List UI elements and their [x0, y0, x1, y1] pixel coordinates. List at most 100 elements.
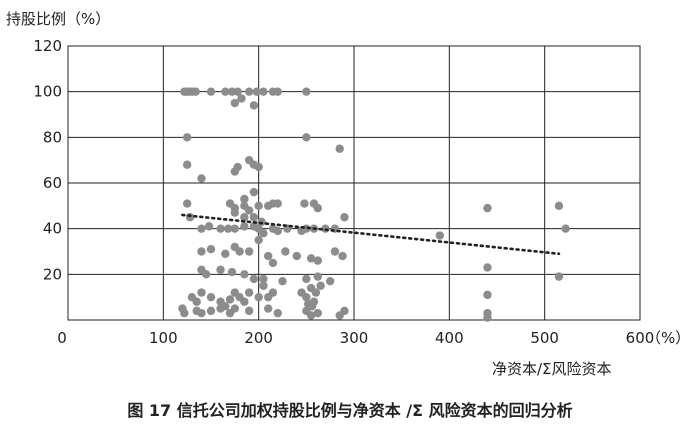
data-point: [259, 281, 268, 290]
x-tick-label: 300: [340, 329, 369, 347]
data-points: [178, 87, 570, 322]
data-point: [244, 306, 254, 316]
data-point: [302, 87, 311, 96]
data-point: [216, 265, 225, 274]
data-point: [292, 251, 301, 261]
data-point: [340, 306, 349, 316]
data-point: [311, 288, 321, 297]
x-tick-label: 200: [244, 329, 273, 347]
data-point: [223, 224, 233, 233]
data-point: [340, 213, 349, 222]
data-point: [313, 272, 322, 281]
data-point: [180, 308, 189, 318]
data-point: [302, 274, 311, 284]
data-point: [233, 87, 242, 96]
data-point: [483, 203, 492, 213]
data-point: [335, 144, 344, 153]
data-point: [325, 276, 335, 286]
data-point: [182, 160, 192, 169]
data-point: [206, 292, 216, 302]
data-point: [244, 206, 254, 215]
x-tick-labels: 0 100 200 300 400 500 600: [57, 329, 654, 347]
data-point: [197, 308, 206, 318]
data-point: [235, 247, 244, 256]
data-point: [300, 199, 309, 208]
data-point: [192, 297, 201, 306]
data-point: [249, 101, 259, 110]
data-point: [554, 201, 564, 211]
data-point: [221, 302, 230, 311]
x-axis-unit: （%）: [646, 329, 690, 347]
data-point: [338, 251, 347, 261]
data-point: [259, 229, 268, 238]
y-tick-label: 40: [43, 220, 62, 238]
data-point: [330, 247, 340, 256]
data-point: [204, 222, 214, 231]
plot-grid: [68, 46, 640, 320]
data-point: [244, 87, 254, 96]
data-point: [206, 245, 216, 254]
data-point: [240, 297, 249, 306]
y-tick-label: 20: [43, 265, 62, 283]
data-point: [197, 174, 206, 183]
data-point: [244, 247, 254, 256]
data-point: [240, 194, 249, 204]
y-tick-label: 60: [43, 174, 62, 192]
data-point: [227, 267, 237, 277]
data-point: [252, 87, 261, 96]
data-point: [259, 274, 268, 284]
data-point: [435, 231, 444, 240]
data-point: [240, 222, 249, 231]
data-point: [230, 224, 240, 233]
x-tick-label: 500: [530, 329, 559, 347]
data-point: [281, 247, 290, 256]
data-point: [254, 201, 263, 211]
data-point: [302, 292, 311, 302]
data-point: [206, 306, 216, 316]
data-point: [182, 133, 192, 142]
data-point: [240, 270, 249, 279]
data-point: [244, 288, 254, 297]
data-point: [306, 311, 316, 320]
data-point: [313, 308, 322, 318]
x-tick-label: 400: [435, 329, 464, 347]
data-point: [240, 213, 249, 222]
data-point: [278, 276, 287, 286]
trend-line: [181, 213, 561, 256]
y-tick-labels: 20 40 60 80 100 120: [33, 37, 62, 283]
data-point: [268, 258, 278, 268]
plot-frame: [67, 45, 641, 321]
data-point: [216, 224, 225, 233]
data-point: [182, 199, 192, 208]
data-point: [264, 304, 273, 313]
data-point: [254, 235, 263, 245]
data-point: [230, 304, 240, 313]
data-point: [254, 162, 263, 172]
x-tick-label: 600: [626, 329, 655, 347]
y-tick-label: 120: [33, 37, 62, 55]
data-point: [304, 299, 313, 309]
x-axis-label: 净资本/Σ风险资本: [492, 360, 612, 378]
data-point: [268, 288, 278, 297]
data-point: [237, 94, 246, 103]
data-point: [230, 167, 240, 176]
figure-caption: 图 17 信托公司加权持股比例与净资本 /Σ 风险资本的回归分析: [127, 401, 572, 420]
data-point: [561, 224, 570, 233]
data-point: [191, 87, 200, 96]
data-point: [221, 249, 230, 258]
data-point: [264, 251, 273, 261]
data-point: [202, 270, 211, 279]
data-point: [206, 87, 216, 96]
data-point: [302, 133, 311, 142]
x-tick-label: 0: [57, 329, 67, 347]
data-point: [249, 274, 259, 284]
data-point: [313, 256, 322, 265]
data-point: [273, 199, 282, 208]
data-point: [313, 203, 322, 213]
data-point: [554, 272, 564, 281]
data-point: [230, 208, 240, 217]
data-point: [316, 281, 325, 290]
data-point: [197, 288, 206, 297]
data-point: [273, 226, 282, 236]
data-point: [197, 247, 206, 256]
